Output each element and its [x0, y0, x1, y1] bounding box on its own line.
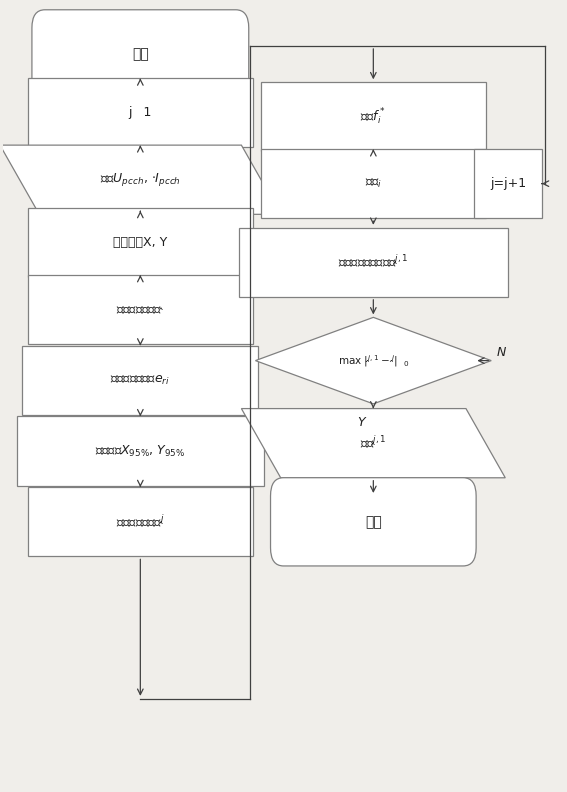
Text: max $|\hat{}^{j,1}-\hat{}^{j}|$  $_{0}$: max $|\hat{}^{j,1}-\hat{}^{j}|$ $_{0}$ — [337, 352, 409, 368]
Text: 加权复最小二乘回归$\hat{}^{j,1}$: 加权复最小二乘回归$\hat{}^{j,1}$ — [338, 254, 408, 270]
Text: 输入$U_{pcch}$, $\cdot I_{pcch}$: 输入$U_{pcch}$, $\cdot I_{pcch}$ — [100, 171, 181, 188]
FancyBboxPatch shape — [32, 10, 249, 98]
FancyBboxPatch shape — [28, 208, 253, 277]
Polygon shape — [242, 409, 505, 478]
Text: N: N — [497, 346, 506, 360]
Text: 生成矩阵$X_{95\%}$, $Y_{95\%}$: 生成矩阵$X_{95\%}$, $Y_{95\%}$ — [95, 444, 185, 459]
Text: 计算相对复残差$e_{ri}$: 计算相对复残差$e_{ri}$ — [111, 374, 170, 386]
FancyBboxPatch shape — [475, 149, 541, 219]
Text: 权重$_{i}$: 权重$_{i}$ — [365, 177, 382, 190]
FancyBboxPatch shape — [28, 487, 253, 557]
FancyBboxPatch shape — [270, 478, 476, 566]
Text: j   1: j 1 — [129, 106, 152, 120]
FancyBboxPatch shape — [23, 345, 258, 415]
FancyBboxPatch shape — [28, 275, 253, 344]
Text: 残差$f_i^*$: 残差$f_i^*$ — [360, 107, 386, 127]
Polygon shape — [255, 318, 491, 404]
Text: 输出$\hat{}^{j,1}$: 输出$\hat{}^{j,1}$ — [360, 435, 387, 451]
Text: 复最小二乘回归$\hat{}$: 复最小二乘回归$\hat{}$ — [116, 303, 164, 316]
FancyBboxPatch shape — [261, 82, 485, 151]
Text: j=j+1: j=j+1 — [490, 177, 526, 190]
Text: Y: Y — [357, 416, 365, 428]
FancyBboxPatch shape — [261, 149, 485, 219]
Text: 生成矩阵X, Y: 生成矩阵X, Y — [113, 236, 167, 249]
Text: 复最小二乘回归$\hat{}^{j}$: 复最小二乘回归$\hat{}^{j}$ — [116, 514, 164, 530]
Text: 开始: 开始 — [132, 47, 149, 61]
Polygon shape — [0, 145, 281, 215]
Text: 结束: 结束 — [365, 515, 382, 529]
FancyBboxPatch shape — [239, 228, 508, 297]
FancyBboxPatch shape — [17, 417, 264, 485]
FancyBboxPatch shape — [28, 78, 253, 147]
